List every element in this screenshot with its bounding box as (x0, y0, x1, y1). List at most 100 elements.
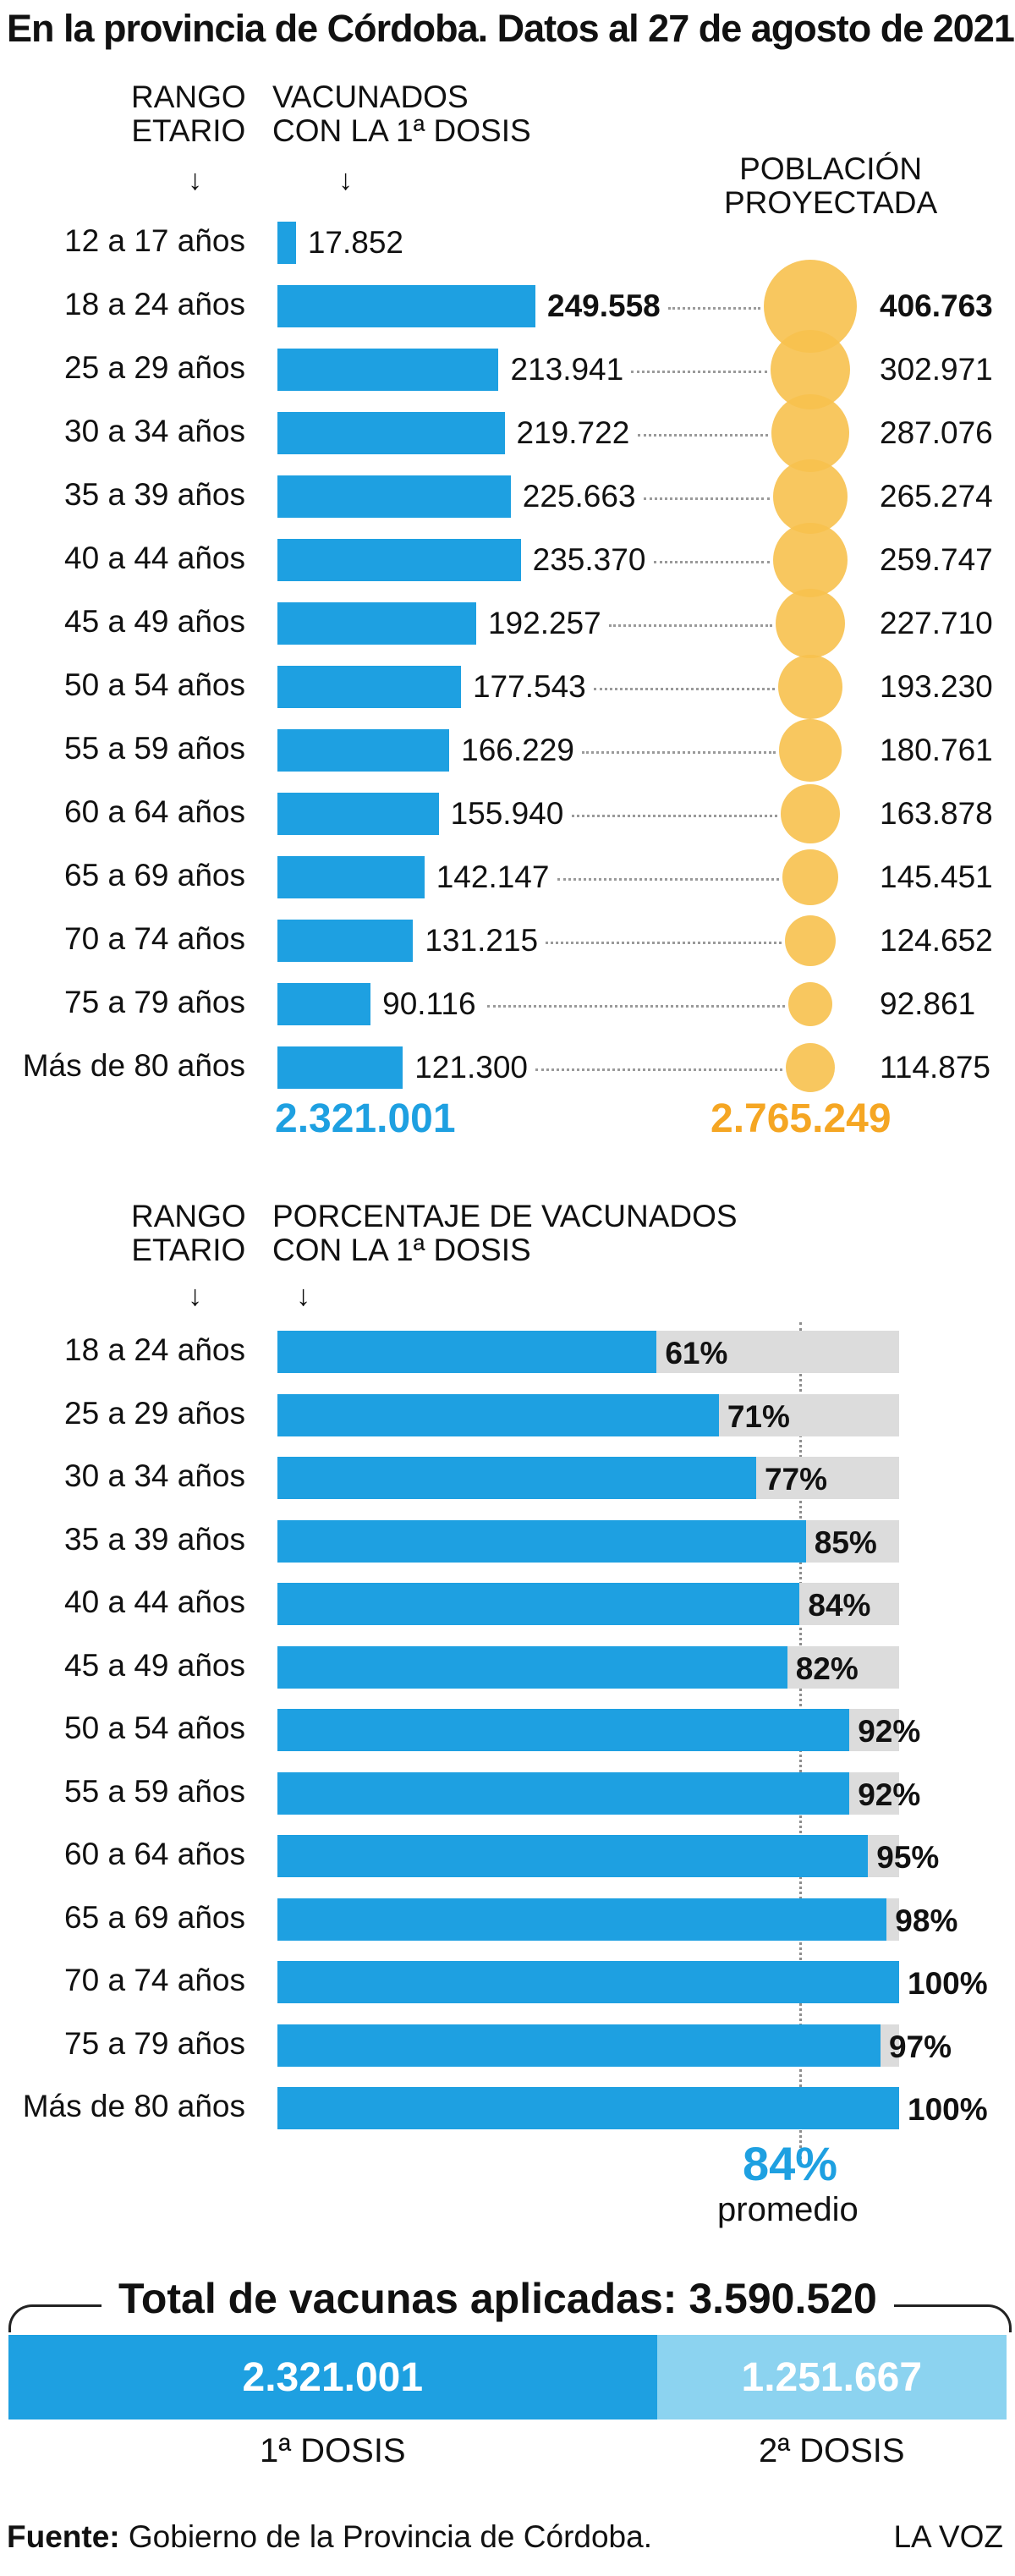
population-value-label: 406.763 (880, 288, 993, 323)
percent-value-label: 95% (876, 1840, 940, 1875)
source-label: Fuente: (7, 2519, 120, 2554)
population-bubble (781, 784, 840, 843)
population-value-label: 302.971 (880, 352, 993, 387)
percent-bar (277, 1393, 719, 1436)
vaccinated-bar (277, 602, 476, 645)
percent-value-label: 61% (665, 1336, 728, 1370)
percent-value-label: 100% (908, 2092, 988, 2127)
vaccinated-bar (277, 475, 511, 518)
percent-bar (277, 1519, 806, 1563)
population-value-label: 193.230 (880, 669, 993, 704)
percent-header: PORCENTAJE DE VACUNADOS CON LA 1ª DOSIS (272, 1199, 738, 1267)
vaccinated-bar (277, 222, 296, 264)
age-range-label: 25 a 29 años (64, 350, 245, 385)
population-bubble (779, 719, 842, 782)
vaccinated-value-label: 90.116 (382, 986, 476, 1021)
age-range-label: 60 a 64 años (64, 1837, 245, 1871)
age-range-label: 50 a 54 años (64, 1711, 245, 1745)
vaccinated-value-label: 249.558 (547, 288, 661, 323)
age-range-label: Más de 80 años (22, 2089, 245, 2123)
age-range-label: 50 a 54 años (64, 667, 245, 702)
vaccinated-value-label: 121.300 (414, 1050, 528, 1085)
percent-bar (277, 1645, 787, 1689)
age-range-label: 30 a 34 años (64, 1458, 245, 1493)
average-value: 84% (743, 2137, 838, 2190)
percent-bar (277, 2087, 899, 2129)
first-dose-value: 2.321.001 (242, 2355, 424, 2400)
vaccinated-value-label: 17.852 (307, 225, 403, 260)
percent-value-label: 92% (858, 1777, 921, 1812)
vaccinated-bar (277, 920, 414, 962)
vaccinated-value-label: 213.941 (510, 352, 624, 387)
leader-line (631, 371, 767, 373)
range-arrow-icon: ↓ (188, 164, 202, 196)
vaccinated-bar (277, 349, 499, 391)
population-value-label: 265.274 (880, 479, 993, 514)
leader-line (668, 307, 760, 310)
vaccinated-bar (277, 666, 461, 708)
age-range-label: 25 a 29 años (64, 1395, 245, 1431)
percent-value-label: 82% (795, 1651, 859, 1686)
dose-bar: 2.321.001 1.251.667 (8, 2335, 1007, 2419)
leader-line (637, 434, 768, 437)
age-range-label: Más de 80 años (22, 1048, 245, 1083)
vaccinated-value-label: 142.147 (436, 860, 550, 894)
population-value-label: 145.451 (880, 860, 993, 894)
average-caption: promedio (717, 2191, 859, 2228)
age-range-label: 70 a 74 años (64, 1963, 245, 1997)
percent-value-label: 77% (764, 1462, 827, 1497)
first-dose-bar (8, 2335, 657, 2419)
leader-line (593, 688, 776, 690)
percent-bar (277, 1898, 887, 1941)
percent-value-label: 92% (858, 1714, 921, 1749)
age-range-label: 40 a 44 años (64, 541, 245, 575)
total-population: 2.765.249 (710, 1096, 892, 1141)
percent-value-label: 85% (814, 1524, 877, 1560)
range-arrow-2-icon: ↓ (188, 1280, 202, 1312)
vaccinated-bar (277, 983, 371, 1025)
vaccinated-value-label: 225.663 (522, 479, 636, 514)
vaccinated-bar (277, 856, 425, 898)
vaccinated-header: VACUNADOS CON LA 1ª DOSIS (272, 80, 531, 148)
age-range-label: 45 a 49 años (64, 604, 245, 639)
vaccinated-value-label: 192.257 (487, 606, 601, 640)
age-range-label: 18 a 24 años (64, 1332, 245, 1367)
percent-bar (277, 1583, 800, 1625)
population-value-label: 114.875 (880, 1050, 990, 1085)
vaccinated-value-label: 155.940 (450, 796, 564, 831)
range-header: RANGO ETARIO (131, 80, 246, 148)
age-range-label: 65 a 69 años (64, 858, 245, 893)
percent-bar (277, 2024, 881, 2067)
age-range-label: 35 a 39 años (64, 1521, 245, 1557)
age-range-label: 55 a 59 años (64, 731, 245, 766)
age-range-label: 60 a 64 años (64, 794, 245, 829)
source-text: Gobierno de la Provincia de Córdoba. (119, 2519, 652, 2554)
population-value-label: 287.076 (880, 415, 993, 450)
leader-line (557, 878, 780, 881)
age-range-label: 75 a 79 años (64, 2025, 245, 2061)
percent-chart: 18 a 24 años 61% 25 a 29 años 71% 30 a 34 añ… (22, 1322, 988, 2159)
vaccinated-bar (277, 412, 505, 454)
leader-line (571, 815, 778, 817)
percent-bar (277, 1457, 756, 1499)
age-range-label: 40 a 44 años (64, 1585, 245, 1619)
source-note: Fuente: Gobierno de la Provincia de Córd… (7, 2519, 652, 2555)
population-value-label: 227.710 (880, 606, 993, 640)
percent-value-label: 98% (895, 1903, 958, 1938)
second-dose-bar (656, 2335, 1007, 2419)
age-range-label: 18 a 24 años (64, 287, 245, 321)
population-bubble (782, 849, 838, 905)
first-dose-caption: 1ª DOSIS (259, 2432, 406, 2469)
population-bubble (784, 915, 837, 967)
age-range-label: 12 a 17 años (64, 223, 245, 258)
vaccinated-bar (277, 729, 450, 772)
leader-line (582, 751, 776, 754)
chart-title: En la provincia de Córdoba. Datos al 27 … (7, 7, 1015, 50)
percent-value-label: 71% (727, 1398, 790, 1434)
vaccinated-bar (277, 539, 521, 581)
age-range-label: 45 a 49 años (64, 1647, 245, 1683)
population-value-label: 180.761 (880, 733, 993, 767)
population-bubble (787, 981, 833, 1027)
age-range-label: 70 a 74 años (64, 921, 245, 956)
population-value-label: 163.878 (880, 796, 993, 831)
